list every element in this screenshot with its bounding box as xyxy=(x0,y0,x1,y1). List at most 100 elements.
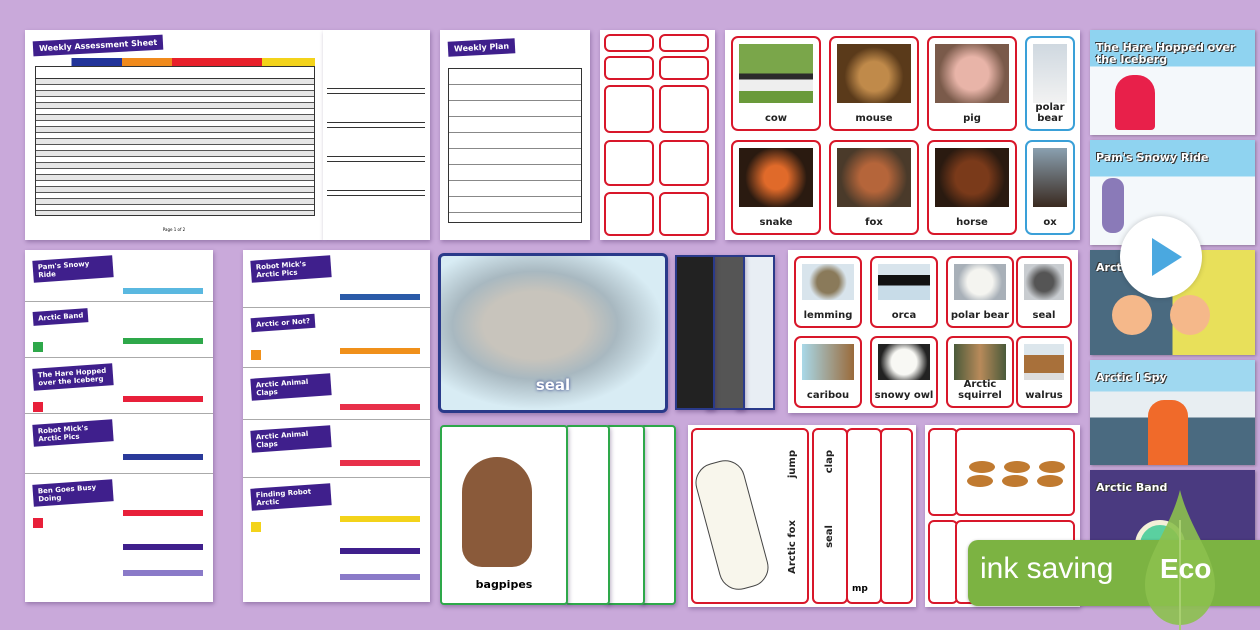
seal-poster: seal xyxy=(438,253,668,413)
card xyxy=(659,192,709,236)
play-button[interactable] xyxy=(1120,216,1202,298)
card xyxy=(604,192,654,236)
photo-card: lemming xyxy=(794,256,862,328)
assessment-sheet-page2 xyxy=(323,30,430,240)
photo-card-label: fox xyxy=(865,217,883,228)
slide-thumbnail[interactable]: Arctic I Spy xyxy=(1090,360,1255,465)
card-behind xyxy=(565,425,610,605)
action-card: clap seal xyxy=(812,428,848,604)
lesson-plan-title: Robot Mick's Arctic Pics xyxy=(32,419,114,447)
counting-card xyxy=(928,520,958,604)
photo-card: Arctic squirrel xyxy=(946,336,1014,408)
slide-thumbnail[interactable]: Arctic xyxy=(1090,250,1255,355)
slide-title: The Hare Hopped over the Iceberg xyxy=(1096,41,1236,67)
weekly-plan-title: Weekly Plan xyxy=(447,38,516,57)
hare-character xyxy=(1115,75,1155,130)
card xyxy=(604,85,654,133)
lesson-plan-stack-right: Robot Mick's Arctic Pics Arctic or Not? … xyxy=(243,250,430,602)
lesson-plan-title: Arctic Band xyxy=(32,308,89,326)
photo-card: ox xyxy=(1025,140,1075,235)
photo-card: snake xyxy=(731,140,821,235)
spy-character xyxy=(1148,400,1188,465)
photo-card: walrus xyxy=(1016,336,1072,408)
counting-card xyxy=(928,428,958,516)
photo-card: snowy owl xyxy=(870,336,938,408)
assessment-sheet: Weekly Assessment Sheet Page 1 of 2 xyxy=(25,30,323,240)
photo-card: horse xyxy=(927,140,1017,235)
action-card: mp xyxy=(846,428,882,604)
photo-card: seal xyxy=(1016,256,1072,328)
action-card xyxy=(880,428,913,604)
photo-card-label: seal xyxy=(1032,310,1056,321)
action-card-action: clap xyxy=(824,450,835,474)
card-behind xyxy=(605,425,645,605)
photo-card-label: pig xyxy=(963,113,981,124)
animal-circle xyxy=(1170,295,1210,335)
card xyxy=(604,140,654,186)
slide-title: Pam's Snowy Ride xyxy=(1096,151,1209,164)
lesson-plan-title: Robot Mick's Arctic Pics xyxy=(250,255,332,283)
play-icon xyxy=(1152,238,1182,276)
counting-card xyxy=(955,428,1075,516)
photo-card-label: caribou xyxy=(806,390,850,401)
arctic-fox-illustration xyxy=(691,455,773,595)
photo-card: polar bear xyxy=(946,256,1014,328)
action-card-animal: seal xyxy=(824,525,835,548)
walrus-illustration xyxy=(462,457,532,567)
photo-card-label: polar bear xyxy=(1035,102,1065,124)
card xyxy=(659,140,709,186)
eco-label: Eco xyxy=(1160,553,1212,584)
weekly-plan-table xyxy=(448,68,582,223)
animal-circle xyxy=(1112,295,1152,335)
photo-card: cow xyxy=(731,36,821,131)
assessment-page2-grid xyxy=(327,60,425,220)
photo-card-label: Arctic squirrel xyxy=(958,379,1002,401)
card xyxy=(659,56,709,80)
photo-card: mouse xyxy=(829,36,919,131)
slide-title: Arctic Band xyxy=(1096,481,1168,494)
action-card: jump Arctic fox xyxy=(691,428,809,604)
photo-card-label: horse xyxy=(956,217,988,228)
photo-card: orca xyxy=(870,256,938,328)
action-card-action: jump xyxy=(787,450,798,479)
lesson-plan-title: Finding Robot Arctic xyxy=(250,483,332,511)
eco-badge-text: ink saving xyxy=(980,552,1114,585)
slide-thumbnail[interactable]: The Hare Hopped over the Iceberg xyxy=(1090,30,1255,135)
action-card-partial-label: mp xyxy=(852,584,868,594)
assessment-title: Weekly Assessment Sheet xyxy=(32,34,164,57)
photo-card: pig xyxy=(927,36,1017,131)
photo-card-label: ox xyxy=(1043,217,1057,228)
poster-behind xyxy=(675,255,715,410)
photo-card-label: orca xyxy=(891,310,917,321)
slide-title: Arctic I Spy xyxy=(1096,371,1167,384)
card xyxy=(659,85,709,133)
lesson-plan-title: Ben Goes Busy Doing xyxy=(32,479,114,507)
photo-card-label: mouse xyxy=(855,113,893,124)
assessment-footer: Page 1 of 2 xyxy=(162,227,186,232)
photo-card: polar bear xyxy=(1025,36,1075,131)
arctic-photo-cards-sheet: lemming orca polar bear seal caribou sno… xyxy=(788,250,1078,413)
lesson-plan-title: Pam's Snowy Ride xyxy=(32,255,114,283)
leaf-icon xyxy=(1145,490,1215,630)
photo-card-label: walrus xyxy=(1025,390,1063,401)
clapping-hands-icon xyxy=(967,461,1065,487)
seal-poster-label: seal xyxy=(535,376,571,394)
eco-badge: ink saving xyxy=(968,540,1260,606)
action-card-animal: Arctic fox xyxy=(787,520,798,574)
farm-photo-cards-sheet: cow mouse pig polar bear snake fox horse… xyxy=(725,30,1080,240)
photo-card-label: lemming xyxy=(803,310,853,321)
pam-character xyxy=(1102,178,1124,233)
lesson-plan-title: Arctic Animal Claps xyxy=(250,425,332,453)
card xyxy=(659,34,709,52)
lesson-plan-title: Arctic Animal Claps xyxy=(250,373,332,401)
assessment-header-colors xyxy=(35,58,315,66)
photo-card: caribou xyxy=(794,336,862,408)
photo-card-label: snowy owl xyxy=(874,390,934,401)
card xyxy=(604,34,654,52)
photo-card-label: polar bear xyxy=(950,310,1010,321)
action-cards-sheet xyxy=(600,30,715,240)
photo-card-label: cow xyxy=(764,113,788,124)
photo-card: fox xyxy=(829,140,919,235)
weekly-plan-sheet: Weekly Plan xyxy=(440,30,590,240)
lesson-plan-title: The Hare Hopped over the Iceberg xyxy=(32,363,114,391)
